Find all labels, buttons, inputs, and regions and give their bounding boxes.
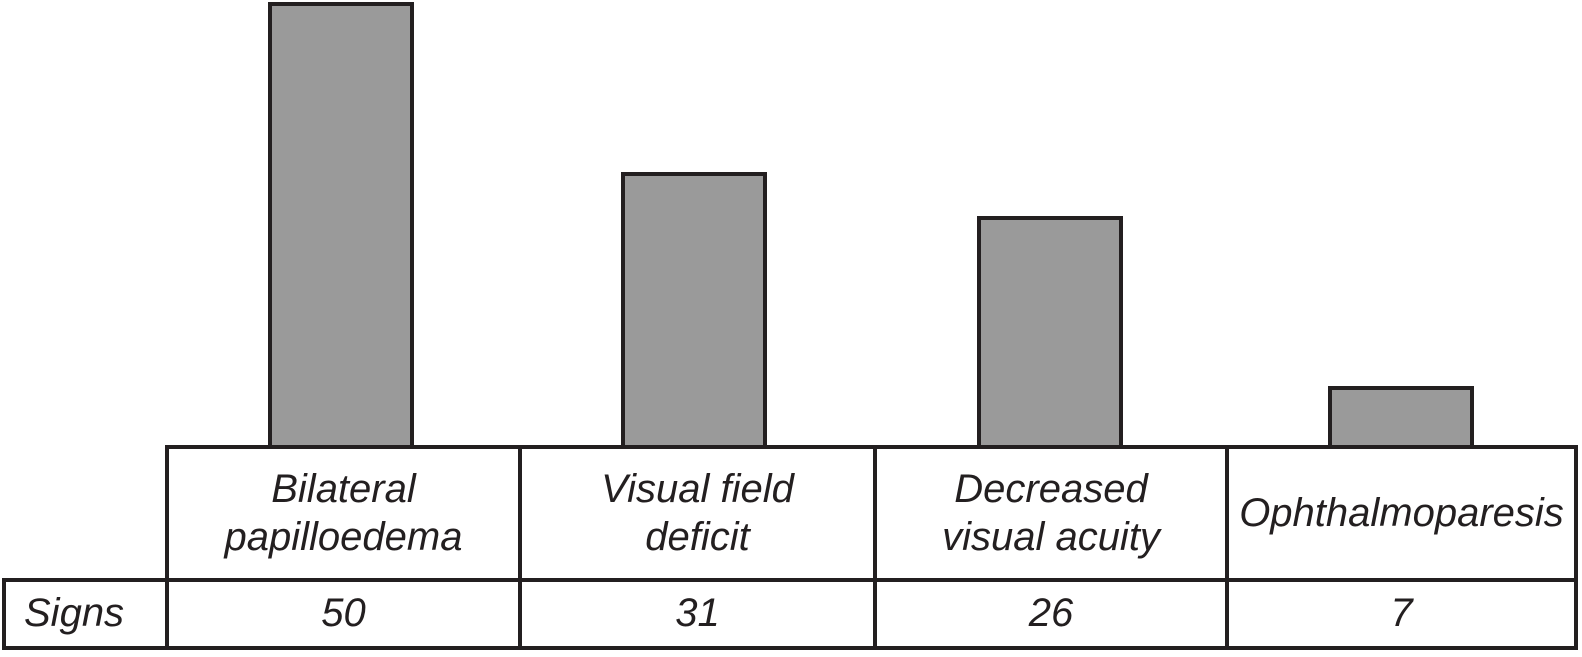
bar-decreased-visual-acuity	[977, 216, 1123, 449]
category-cell-ophthalmoparesis: Ophthalmoparesis	[1225, 445, 1578, 582]
value-cell-visual-field-deficit: 31	[518, 578, 877, 650]
row-header-cell-signs: Signs	[2, 578, 169, 650]
bar-visual-field-deficit	[621, 172, 767, 449]
category-label-line: papilloedema	[224, 514, 463, 559]
category-label-line: Bilateral	[271, 467, 416, 512]
category-cell-bilateral-papilloedema: Bilateral papilloedema	[165, 445, 522, 582]
value-cell-decreased-visual-acuity: 26	[873, 578, 1229, 650]
value-label: 50	[321, 591, 366, 636]
category-label-line: visual acuity	[942, 514, 1160, 559]
value-cell-bilateral-papilloedema: 50	[165, 578, 522, 650]
category-cell-visual-field-deficit: Visual field deficit	[518, 445, 877, 582]
category-cell-decreased-visual-acuity: Decreased visual acuity	[873, 445, 1229, 582]
value-label: 26	[1028, 591, 1074, 636]
row-header-label: Signs	[24, 591, 125, 636]
category-label-line: deficit	[645, 514, 750, 559]
category-label-line: Visual field	[601, 467, 794, 512]
category-label-line: Ophthalmoparesis	[1239, 490, 1564, 535]
value-label: 31	[675, 591, 720, 636]
value-label: 7	[1390, 591, 1413, 636]
bar-ophthalmoparesis	[1328, 386, 1474, 449]
category-label-line: Decreased	[954, 467, 1148, 512]
value-cell-ophthalmoparesis: 7	[1225, 578, 1578, 650]
bar-bilateral-papilloedema	[268, 2, 414, 449]
